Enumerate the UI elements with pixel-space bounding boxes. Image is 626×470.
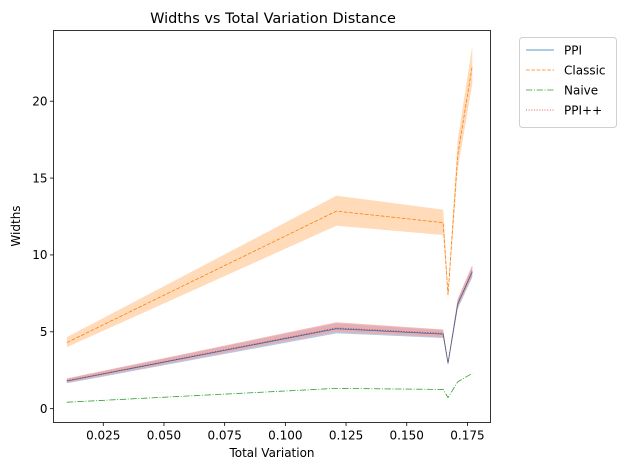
line-ppi bbox=[66, 271, 473, 382]
x-tick-label: 0.100 bbox=[268, 429, 302, 443]
y-tick-label: 20 bbox=[32, 95, 47, 109]
x-axis: 0.025 0.050 0.075 0.100 0.125 0.150 0.175 bbox=[86, 422, 485, 443]
x-axis-label: Total Variation bbox=[228, 446, 314, 460]
band-ppiplusplus bbox=[66, 264, 473, 383]
y-tick-label: 0 bbox=[40, 402, 48, 416]
y-axis: 0 5 10 15 20 bbox=[32, 95, 54, 416]
y-tick-label: 15 bbox=[32, 171, 47, 185]
legend-label: Naive bbox=[564, 84, 598, 98]
series-lines bbox=[66, 65, 473, 403]
x-tick-label: 0.050 bbox=[147, 429, 181, 443]
chart-title: Widths vs Total Variation Distance bbox=[150, 11, 396, 27]
band-classic bbox=[66, 45, 473, 348]
band-naive bbox=[66, 373, 473, 403]
y-tick-label: 10 bbox=[32, 248, 47, 262]
legend: PPI Classic Naive PPI++ bbox=[519, 37, 617, 128]
x-tick-label: 0.125 bbox=[329, 429, 363, 443]
x-tick-label: 0.175 bbox=[450, 429, 484, 443]
line-classic bbox=[66, 65, 473, 343]
line-naive bbox=[66, 372, 473, 403]
legend-label: PPI++ bbox=[564, 104, 602, 118]
x-tick-label: 0.150 bbox=[390, 429, 424, 443]
plot-frame bbox=[53, 30, 491, 423]
y-axis-label: Widths bbox=[9, 205, 23, 246]
y-tick-label: 5 bbox=[40, 325, 48, 339]
legend-box bbox=[519, 37, 617, 128]
line-ppiplusplus bbox=[66, 270, 473, 382]
legend-label: PPI bbox=[564, 44, 582, 58]
x-tick-label: 0.025 bbox=[86, 429, 120, 443]
x-tick-label: 0.075 bbox=[207, 429, 241, 443]
legend-label: Classic bbox=[564, 64, 606, 78]
confidence-bands bbox=[66, 45, 473, 403]
